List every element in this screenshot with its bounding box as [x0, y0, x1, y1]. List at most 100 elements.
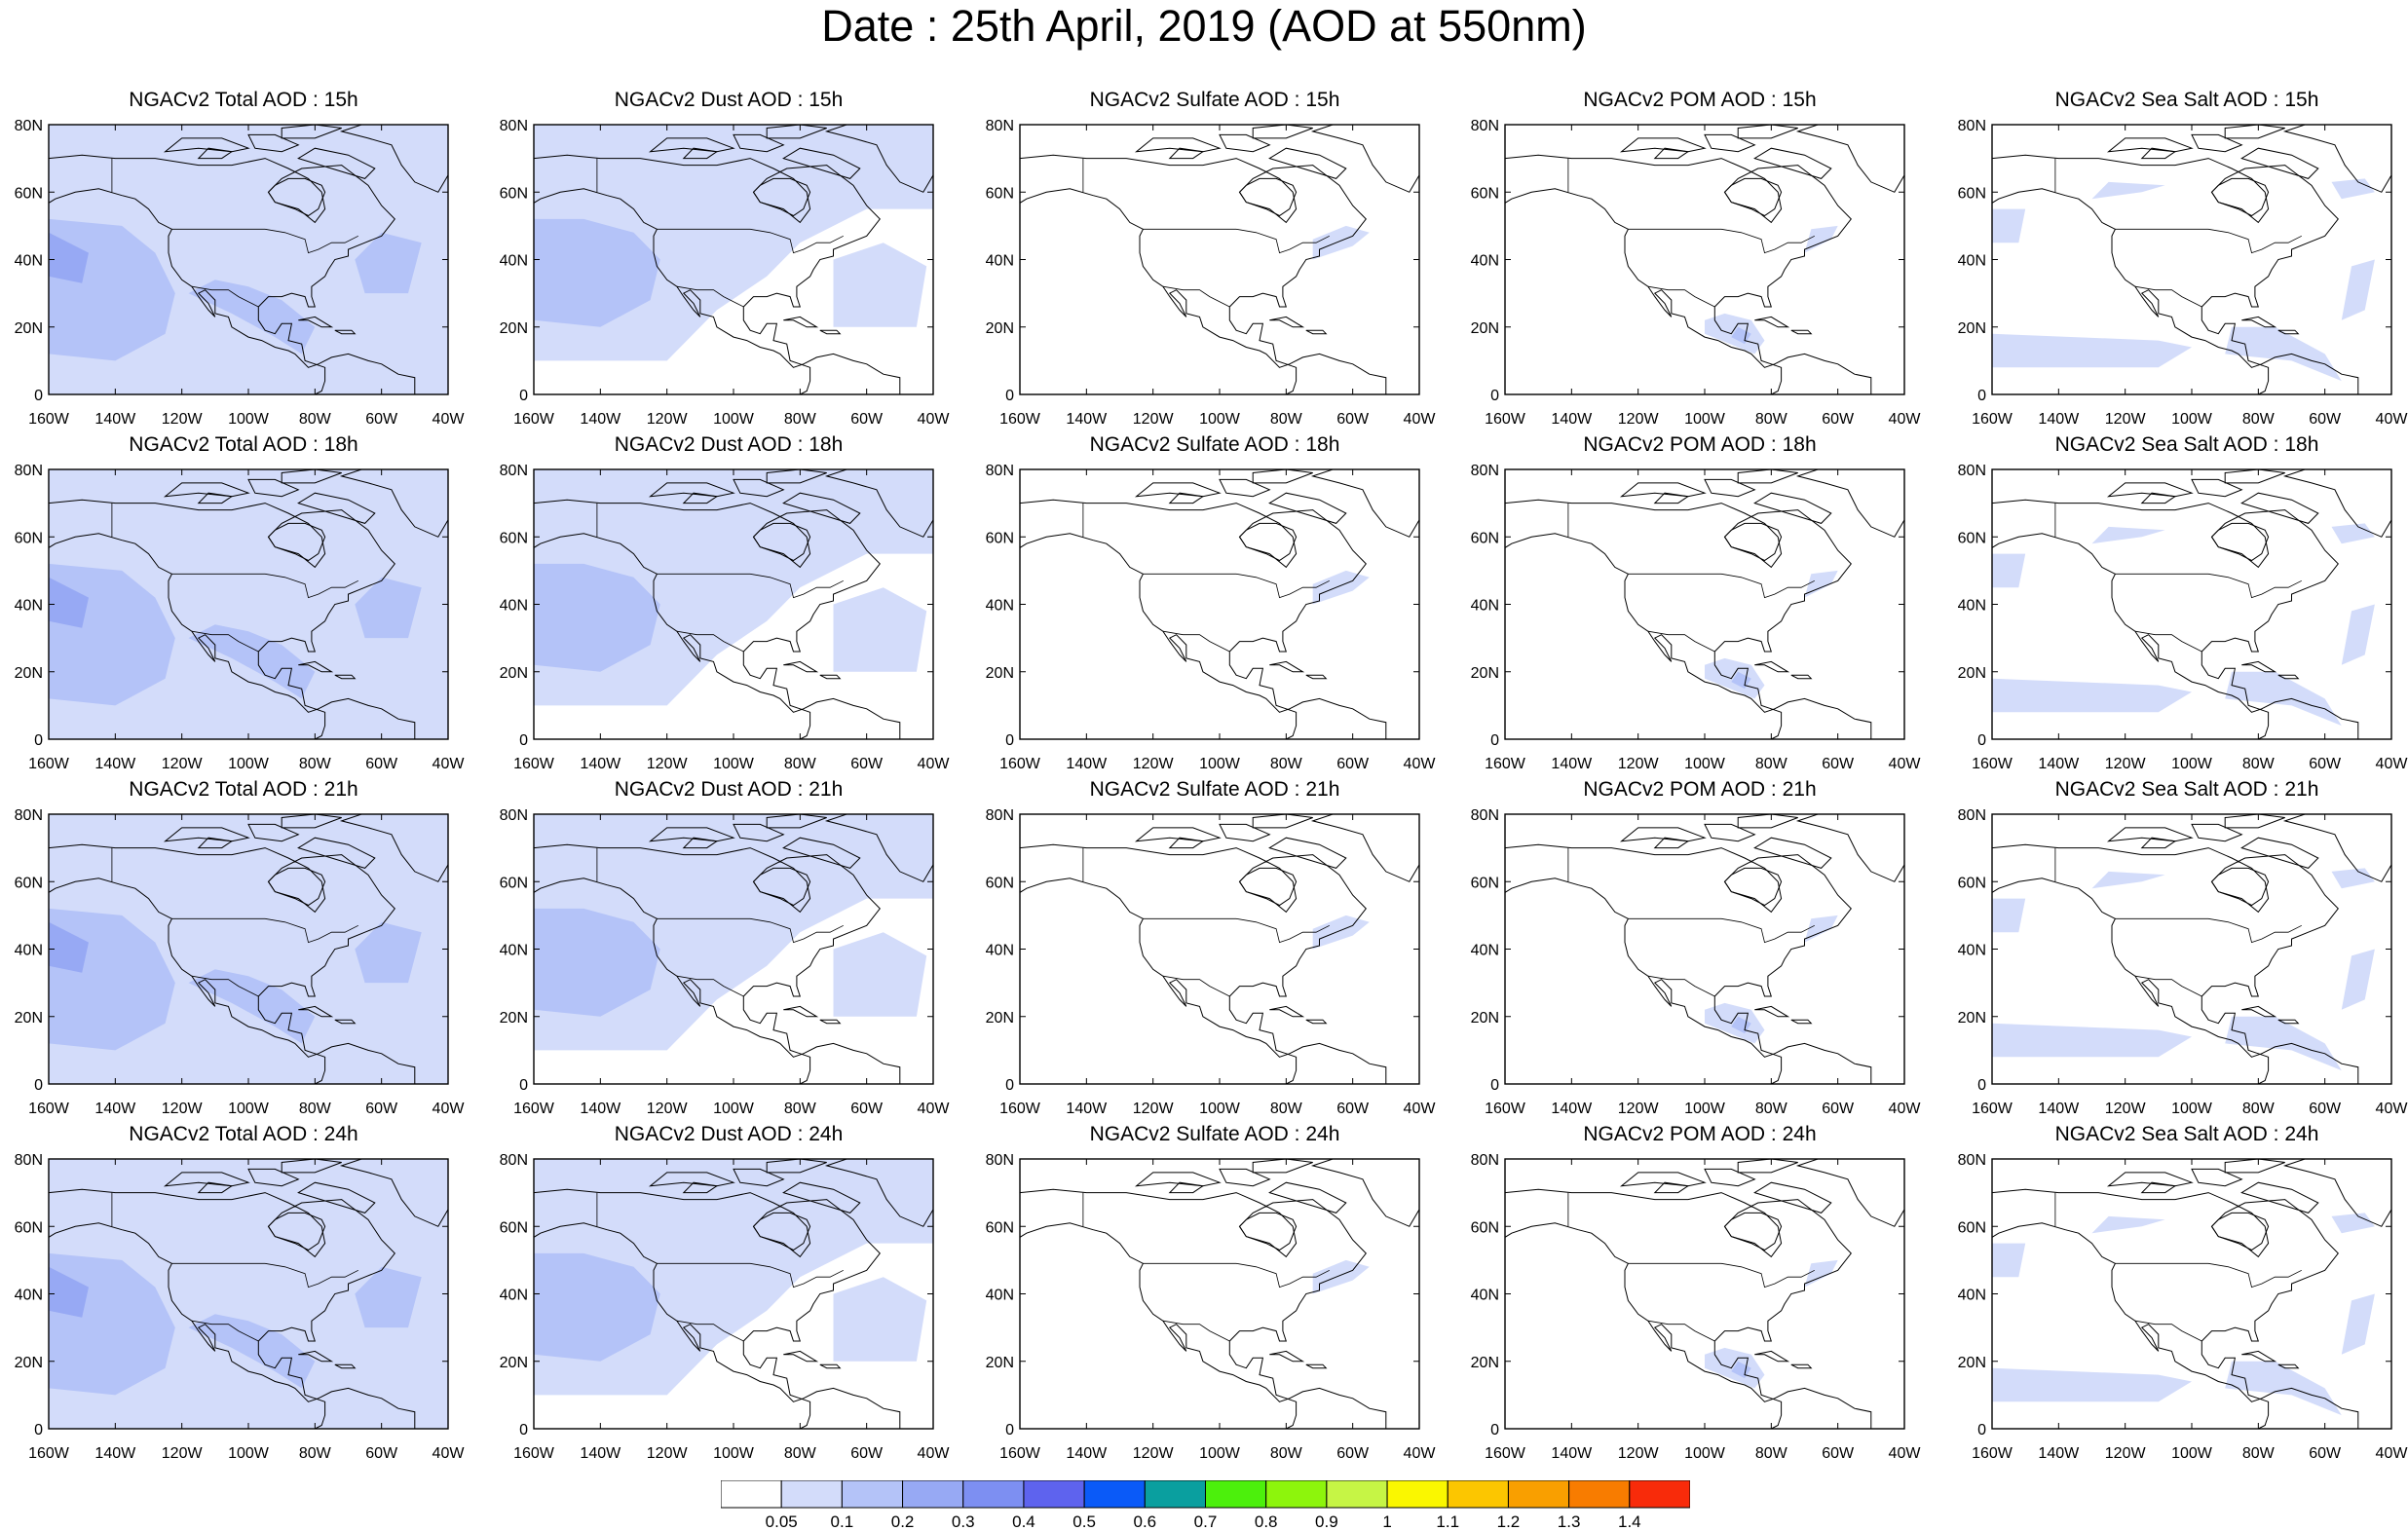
colorbar-label: 0.05: [766, 1512, 798, 1529]
coastline: [1704, 823, 1756, 842]
map-panel-dust-24h: NGACv2 Dust AOD : 24h 160W 140W 120W 100W 80W…: [485, 1122, 972, 1468]
map-plot: 160W 140W 120W 100W 80W 60W 40W 0 20N 40N 60N 80N: [1471, 1152, 1922, 1462]
panel-title: NGACv2 Total AOD : 15h: [129, 89, 358, 111]
lon-tick-label: 40W: [433, 1101, 466, 1117]
lon-tick-label: 120W: [1133, 1101, 1175, 1117]
lon-tick-label: 40W: [918, 411, 951, 428]
coastline: [339, 814, 448, 882]
aod-region: [2225, 1016, 2342, 1071]
colorbar-bin: [1205, 1480, 1267, 1509]
panel-title: NGACv2 Sea Salt AOD : 15h: [2054, 89, 2319, 111]
coastlines: [1020, 469, 1419, 739]
lon-tick-label: 160W: [1485, 411, 1526, 428]
map-frame: [1504, 813, 1905, 1085]
coastline: [281, 125, 342, 139]
lat-tick-label: 0: [1490, 388, 1499, 404]
lon-tick-label: 160W: [513, 411, 555, 428]
lat-tick-label: 20N: [986, 1010, 1014, 1027]
coastline: [197, 837, 234, 849]
lon-tick-label: 120W: [1618, 411, 1660, 428]
lon-tick-label: 120W: [647, 756, 689, 772]
map-panel-pom-24h: NGACv2 POM AOD : 24h 160W 140W 120W 100W 80W 6…: [1456, 1122, 1943, 1468]
coastline: [1754, 1005, 1790, 1018]
coastline: [783, 316, 819, 328]
lon-tick-label: 60W: [2309, 756, 2342, 772]
coastline: [247, 478, 300, 498]
aod-field: [1705, 570, 1838, 699]
lat-tick-label: 20N: [1958, 1355, 1986, 1371]
aod-region: [355, 921, 422, 984]
coastline: [766, 1159, 827, 1174]
coastline: [782, 1181, 861, 1214]
coastline: [1268, 1181, 1347, 1214]
national-border: [1647, 975, 1715, 997]
lon-tick-label: 160W: [999, 1445, 1041, 1462]
lat-tick-label: 20N: [500, 665, 528, 682]
lon-tick-label: 60W: [1822, 411, 1855, 428]
aod-region: [1992, 678, 2192, 713]
coastline: [1790, 674, 1813, 680]
map-plot: 160W 140W 120W 100W 80W 60W 40W 0 20N 40N 60N 80N: [500, 807, 951, 1117]
map-panel-dust-21h: NGACv2 Dust AOD : 21h 160W 140W 120W 100W 80W…: [485, 777, 972, 1123]
coastline: [783, 1005, 819, 1018]
panel-title: NGACv2 Sulfate AOD : 15h: [1089, 89, 1340, 111]
lat-tick-label: 20N: [1958, 665, 1986, 682]
lat-tick-label: 40N: [15, 943, 43, 959]
lon-tick-label: 160W: [513, 1445, 555, 1462]
lon-tick-label: 100W: [1684, 1101, 1726, 1117]
lon-tick-label: 120W: [162, 411, 204, 428]
coastlines: [49, 125, 448, 394]
lat-tick-label: 20N: [1471, 665, 1499, 682]
panel-title: NGACv2 Total AOD : 24h: [129, 1123, 358, 1145]
lat-tick-label: 40N: [1471, 598, 1499, 615]
coastline: [819, 1363, 842, 1369]
coastline: [1268, 492, 1347, 524]
coastlines: [1020, 125, 1419, 394]
lat-tick-label: 0: [519, 1422, 528, 1438]
lon-tick-label: 140W: [1551, 1101, 1593, 1117]
lon-tick-label: 120W: [1618, 1101, 1660, 1117]
aod-region: [2341, 259, 2375, 320]
coastline: [1653, 492, 1690, 504]
coastlines: [1992, 125, 2391, 394]
lon-tick-label: 80W: [299, 1445, 332, 1462]
aod-region: [2331, 868, 2375, 889]
lat-tick-label: 20N: [15, 320, 43, 337]
panel-title: NGACv2 Sea Salt AOD : 24h: [2054, 1123, 2319, 1145]
aod-region: [355, 232, 422, 294]
national-border: [1628, 917, 1815, 944]
coastline: [163, 1172, 250, 1187]
coastline: [2277, 1363, 2300, 1369]
coastline: [1795, 814, 1904, 882]
coastline: [247, 133, 300, 153]
map-plot: 160W 140W 120W 100W 80W 60W 40W 0 20N 40N 60N 80N: [500, 118, 951, 428]
coastline: [339, 1159, 448, 1227]
coastline: [334, 1019, 357, 1025]
colorbar-bin: [962, 1480, 1025, 1509]
lon-tick-label: 140W: [2038, 1101, 2080, 1117]
coastline: [1753, 837, 1832, 869]
coastline: [1310, 125, 1419, 193]
lon-tick-label: 160W: [1485, 756, 1526, 772]
lon-tick-label: 120W: [2105, 411, 2147, 428]
coastline: [2282, 814, 2391, 882]
aod-field: [1992, 868, 2375, 1071]
aod-region: [1992, 333, 2192, 368]
coastline: [1168, 837, 1205, 849]
coastline: [1704, 478, 1756, 498]
lon-tick-label: 40W: [1889, 411, 1922, 428]
lat-tick-label: 0: [34, 732, 43, 749]
coastline: [648, 482, 735, 498]
lat-tick-label: 40N: [500, 253, 528, 270]
coastline: [339, 469, 448, 538]
colorbar-label: 1: [1382, 1512, 1391, 1529]
national-border: [171, 228, 358, 254]
lat-tick-label: 40N: [1958, 943, 1986, 959]
map-panel-dust-15h: NGACv2 Dust AOD : 15h 160W 140W 120W 100W 80W…: [485, 88, 972, 433]
lon-tick-label: 40W: [918, 1445, 951, 1462]
lon-tick-label: 160W: [513, 1101, 555, 1117]
lat-tick-label: 20N: [1471, 1355, 1499, 1371]
national-border: [191, 630, 259, 653]
coastline: [163, 137, 250, 153]
lat-tick-label: 80N: [1471, 118, 1499, 134]
